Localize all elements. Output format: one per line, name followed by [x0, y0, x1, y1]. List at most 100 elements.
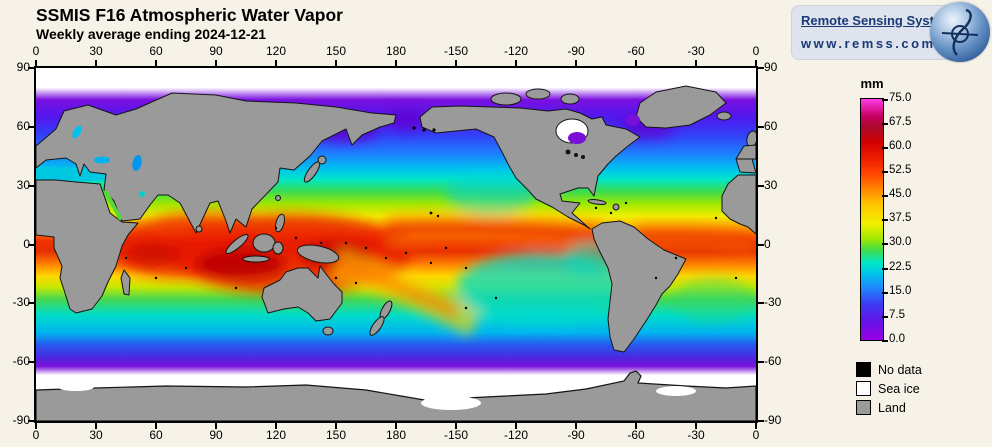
- tick-mark: [455, 60, 457, 66]
- lon-tick-label: 180: [385, 428, 407, 442]
- eurasia-land: [36, 92, 397, 234]
- tick-mark: [28, 361, 34, 363]
- legend-label: No data: [878, 362, 922, 377]
- arctic-island-land: [525, 88, 551, 100]
- lat-tick-label: -30: [12, 295, 30, 309]
- new-zealand-south-land: [369, 316, 385, 336]
- lat-tick-label: -60: [764, 354, 782, 368]
- lon-tick-label: -120: [503, 428, 529, 442]
- lon-tick-label: 0: [32, 44, 40, 58]
- legend-label: Land: [878, 400, 906, 415]
- colorbar-tick-label: 15.0: [882, 285, 929, 299]
- tick-mark: [155, 423, 157, 429]
- no-data-swatch: [856, 362, 871, 377]
- lat-tick-label: 30: [764, 178, 778, 192]
- remss-logo-url[interactable]: www.remss.com: [801, 36, 936, 51]
- hispaniola-land: [612, 203, 620, 211]
- tick-mark: [395, 60, 397, 66]
- page-title: SSMIS F16 Atmospheric Water Vapor: [36, 5, 343, 25]
- south-america-land: [591, 220, 687, 353]
- greenland-land: [635, 85, 727, 129]
- world-map-frame: [34, 66, 758, 423]
- lon-tick-label: 120: [265, 44, 287, 58]
- java-land: [242, 255, 270, 263]
- legend-item-land: Land: [856, 400, 922, 415]
- tick-mark: [695, 423, 697, 429]
- tasmania-land: [322, 326, 334, 336]
- madagascar-land: [120, 269, 131, 296]
- colorbar-tick-label: 45.0: [882, 188, 929, 202]
- arctic-island-land: [560, 93, 580, 105]
- philippines-land: [274, 213, 286, 233]
- lat-tick-label: 0: [23, 237, 30, 251]
- lon-tick-label: 30: [89, 44, 103, 58]
- lon-tick-label: 150: [325, 428, 347, 442]
- antarctica-land: [36, 370, 756, 421]
- tick-mark: [758, 67, 764, 69]
- tick-mark: [758, 420, 764, 422]
- lon-tick-label: 0: [32, 428, 40, 442]
- tick-mark: [335, 60, 337, 66]
- lat-tick-label: 30: [16, 178, 30, 192]
- australia-land: [261, 265, 343, 322]
- taiwan-land: [275, 195, 281, 201]
- tick-mark: [275, 423, 277, 429]
- lon-tick-label: 60: [149, 428, 163, 442]
- tick-mark: [28, 302, 34, 304]
- tick-mark: [758, 126, 764, 128]
- sri-lanka-land: [195, 225, 203, 233]
- lon-tick-label: -150: [443, 428, 469, 442]
- land-swatch: [856, 400, 871, 415]
- lon-tick-label: 180: [385, 44, 407, 58]
- colorbar-tick-label: 75.0: [882, 92, 929, 106]
- tick-mark: [758, 361, 764, 363]
- tick-mark: [95, 60, 97, 66]
- lon-tick-label: 0: [752, 428, 760, 442]
- new-guinea-land: [296, 244, 340, 264]
- lon-tick-label: 90: [209, 44, 223, 58]
- legend-item-sea-ice: Sea ice: [856, 381, 922, 396]
- tick-mark: [515, 423, 517, 429]
- tick-mark: [35, 423, 37, 429]
- remss-logo-title: Remote Sensing Systems: [801, 13, 960, 28]
- tick-mark: [275, 60, 277, 66]
- lat-tick-label: 60: [764, 119, 778, 133]
- lon-tick-label: 90: [209, 428, 223, 442]
- earth-globe-icon: [930, 2, 990, 62]
- tick-mark: [575, 60, 577, 66]
- lon-tick-label: 120: [265, 428, 287, 442]
- tick-mark: [455, 423, 457, 429]
- tick-mark: [695, 60, 697, 66]
- france-edge-land: [735, 144, 756, 160]
- sea-ice-swatch: [856, 381, 871, 396]
- lon-tick-label: -30: [687, 44, 705, 58]
- tick-mark: [28, 185, 34, 187]
- legend-item-no-data: No data: [856, 362, 922, 377]
- tick-mark: [395, 423, 397, 429]
- tick-mark: [758, 185, 764, 187]
- tick-mark: [758, 244, 764, 246]
- tick-mark: [515, 60, 517, 66]
- tick-mark: [28, 126, 34, 128]
- lat-tick-label: -90: [764, 413, 782, 427]
- arctic-island-land: [490, 92, 522, 106]
- no-data-speckles: [124, 126, 738, 310]
- colorbar-tick-label: 52.5: [882, 164, 929, 178]
- tick-mark: [28, 67, 34, 69]
- tick-mark: [95, 423, 97, 429]
- lon-tick-label: -120: [503, 44, 529, 58]
- lat-tick-label: 60: [16, 119, 30, 133]
- colorbar-unit-label: mm: [860, 76, 884, 91]
- lat-tick-label: -60: [12, 354, 30, 368]
- tick-mark: [28, 420, 34, 422]
- colorbar-tick-label: 22.5: [882, 261, 929, 275]
- tick-mark: [635, 423, 637, 429]
- tick-mark: [155, 60, 157, 66]
- lon-tick-label: -90: [567, 428, 585, 442]
- lon-tick-label: -30: [687, 428, 705, 442]
- lon-tick-label: -90: [567, 44, 585, 58]
- contour-integral-icon: [941, 8, 979, 56]
- page-subtitle: Weekly average ending 2024-12-21: [36, 26, 267, 42]
- lon-tick-label: 30: [89, 428, 103, 442]
